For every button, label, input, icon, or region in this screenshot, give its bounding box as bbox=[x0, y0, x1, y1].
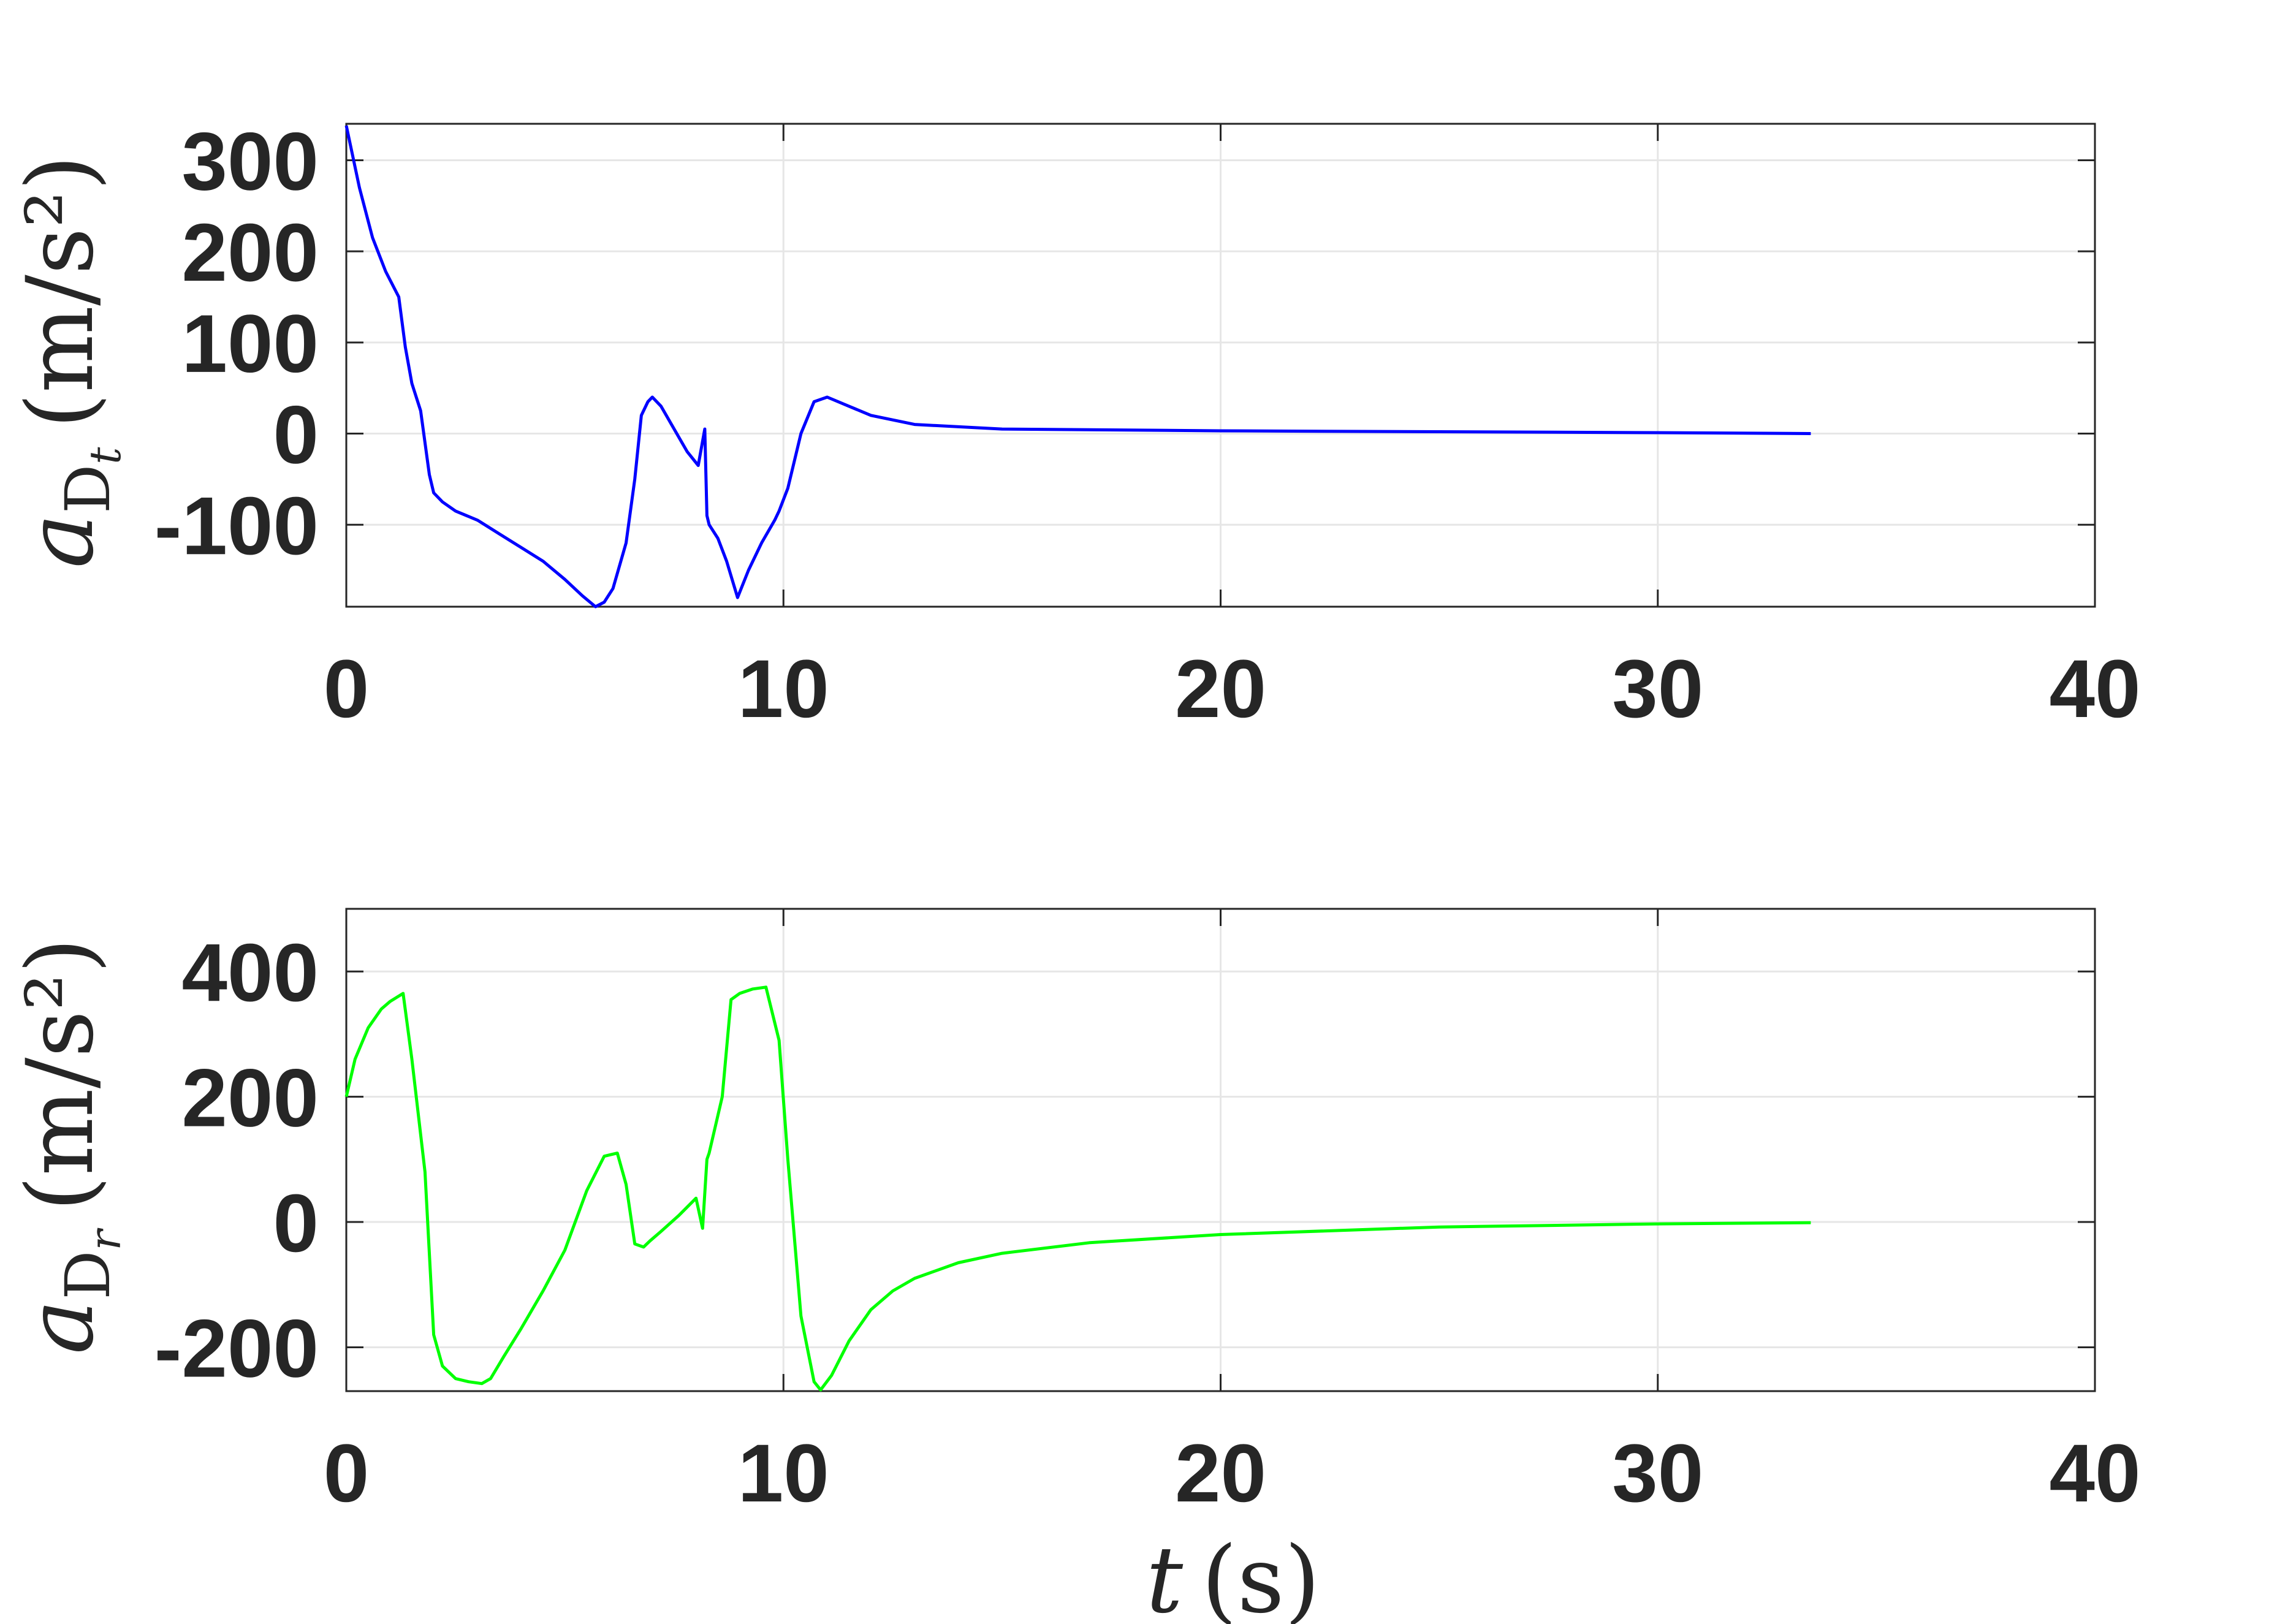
x-tick-label: 0 bbox=[324, 643, 370, 735]
svg-text:aDt(m/s²): aDt (m/s²) bbox=[7, 155, 131, 569]
x-tick-label: 40 bbox=[2049, 1428, 2140, 1519]
x-tick-label: 20 bbox=[1175, 643, 1266, 735]
panel-2-series bbox=[344, 985, 1811, 1392]
x-tick-label: 20 bbox=[1175, 1428, 1266, 1519]
y-tick-label: -100 bbox=[154, 480, 319, 572]
panel-2-xlabel-unit: (s) bbox=[1201, 1527, 1320, 1624]
panel-2-y-axis-label: aDr (m/s²) bbox=[7, 938, 131, 1354]
y-tick-label: 300 bbox=[181, 116, 319, 207]
panel-1-y-axis-label: aDt (m/s²) bbox=[7, 155, 131, 569]
panel-1-ylabel-subsubscript: t bbox=[80, 447, 131, 465]
x-tick-label: 10 bbox=[738, 643, 829, 735]
panel-2-x-tick-labels: 0 10 20 30 40 bbox=[324, 1428, 2141, 1519]
panel-2-x-axis-label: t (s) bbox=[1146, 1527, 1320, 1624]
series-line bbox=[344, 985, 1811, 1392]
x-tick-label: 0 bbox=[324, 1428, 370, 1519]
panel-2-ylabel-subscript: D bbox=[52, 1250, 124, 1299]
y-tick-label: 0 bbox=[273, 1178, 319, 1269]
panel-1-ylabel-subscript: D bbox=[52, 465, 124, 514]
y-tick-label: 200 bbox=[181, 1053, 319, 1144]
panel-1-ylabel-unit: (m/s²) bbox=[7, 155, 114, 429]
svg-text:aDr(m/s²): aDr (m/s²) bbox=[7, 938, 131, 1354]
y-tick-label: -200 bbox=[154, 1303, 319, 1394]
panel-1-ylabel-symbol: a bbox=[7, 514, 114, 568]
panel-2-ylabel-unit: (m/s²) bbox=[7, 938, 114, 1212]
panel-2-tick-marks bbox=[345, 909, 2096, 1391]
panel-1-x-tick-labels: 0 10 20 30 40 bbox=[324, 643, 2141, 735]
x-tick-label: 30 bbox=[1612, 1428, 1703, 1519]
x-tick-label: 30 bbox=[1612, 643, 1703, 735]
panel-1-series bbox=[344, 125, 1811, 609]
x-tick-label: 10 bbox=[738, 1428, 829, 1519]
panel-2-y-tick-labels: -200 0 200 400 bbox=[154, 927, 319, 1394]
y-tick-label: 400 bbox=[181, 927, 319, 1019]
panel-2-ylabel-subsubscript: r bbox=[80, 1227, 131, 1250]
panel-2-xlabel-symbol: t bbox=[1146, 1527, 1184, 1624]
y-tick-label: 200 bbox=[181, 207, 319, 298]
y-tick-label: 0 bbox=[273, 390, 319, 481]
series-line bbox=[344, 125, 1811, 609]
panel-2-ylabel-symbol: a bbox=[7, 1300, 114, 1354]
y-tick-label: 100 bbox=[181, 298, 319, 390]
x-tick-label: 40 bbox=[2049, 643, 2140, 735]
